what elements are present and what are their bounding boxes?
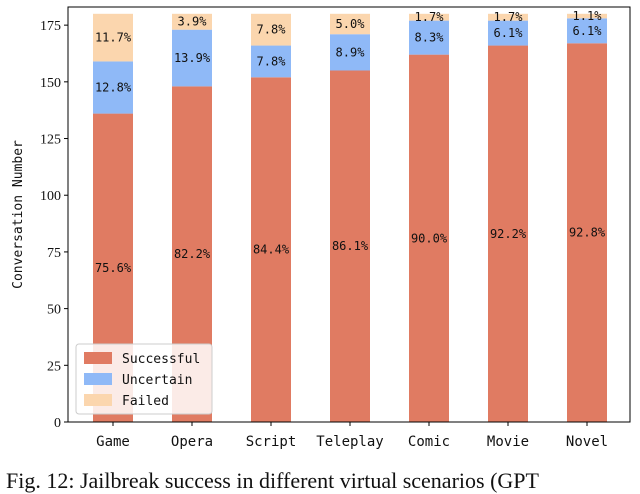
y-tick-label-50: 50 — [47, 303, 61, 318]
bar-failed-script — [251, 13, 291, 46]
x-tick-label-script: Script — [246, 434, 297, 450]
data-label-uncertain-comic: 8.3% — [415, 31, 445, 45]
bar-failed-game — [93, 13, 133, 62]
legend: Successful Uncertain Failed — [75, 343, 213, 415]
data-label-successful-teleplay: 86.1% — [332, 239, 369, 253]
bar-uncertain-game — [93, 61, 133, 114]
bar-failed-teleplay — [330, 13, 370, 35]
data-label-successful-comic: 90.0% — [411, 231, 448, 245]
bar-successful-movie — [488, 45, 528, 423]
legend-swatch-uncertain — [84, 373, 112, 385]
data-label-failed-game: 11.7% — [95, 31, 132, 45]
data-label-failed-novel: 1.1% — [573, 9, 603, 23]
bar-failed-movie — [488, 13, 528, 21]
data-label-successful-movie: 92.2% — [490, 227, 527, 241]
data-label-failed-comic: 1.7% — [415, 10, 445, 24]
x-tick-label-teleplay: Teleplay — [316, 434, 383, 450]
data-label-failed-script: 7.8% — [257, 23, 287, 37]
y-tick-label-0: 0 — [54, 416, 61, 431]
data-label-successful-script: 84.4% — [253, 243, 290, 257]
bar-successful-comic — [409, 54, 449, 422]
x-tick-label-movie: Movie — [487, 434, 529, 450]
y-tick-label-125: 125 — [40, 133, 61, 148]
y-tick-label-175: 175 — [40, 19, 61, 34]
plot-frame — [67, 6, 631, 423]
x-tick-label-comic: Comic — [408, 434, 450, 450]
data-label-uncertain-movie: 6.1% — [494, 26, 524, 40]
bar-successful-teleplay — [330, 70, 370, 423]
bar-uncertain-teleplay — [330, 34, 370, 71]
stacked-bar-chart: 75.6% 12.8% 11.7% 82.2% 13.9% 3.9% 84.4% 7.8% 7.… — [11, 6, 631, 450]
data-label-failed-opera: 3.9% — [178, 15, 208, 29]
y-tick-label-75: 75 — [47, 246, 61, 261]
y-tick-label-100: 100 — [40, 189, 61, 204]
bar-labels-layer: 75.6% 12.8% 11.7% 82.2% 13.9% 3.9% 84.4% 7.8% 7.… — [95, 9, 606, 275]
y-axis-label: Conversation Number — [11, 140, 26, 289]
bars-layer — [93, 13, 607, 423]
data-label-uncertain-game: 12.8% — [95, 81, 132, 95]
bar-uncertain-movie — [488, 20, 528, 46]
x-tick-label-novel: Novel — [566, 434, 608, 450]
data-label-uncertain-novel: 6.1% — [573, 24, 603, 38]
y-tick-label-150: 150 — [40, 76, 61, 91]
data-label-successful-novel: 92.8% — [569, 226, 606, 240]
legend-swatch-successful — [84, 352, 112, 364]
bar-failed-comic — [409, 13, 449, 21]
axes-layer: 0 25 50 75 100 125 150 175 Game Opera Script Telepl… — [11, 6, 631, 450]
data-label-uncertain-opera: 13.9% — [174, 51, 211, 65]
bar-failed-opera — [172, 13, 212, 30]
bar-successful-novel — [567, 43, 607, 423]
figure-caption: Fig. 12: Jailbreak success in different … — [6, 468, 539, 493]
x-tick-label-game: Game — [96, 434, 130, 450]
y-tick-label-25: 25 — [47, 359, 61, 374]
bar-uncertain-opera — [172, 29, 212, 87]
data-label-failed-teleplay: 5.0% — [336, 17, 366, 31]
bar-failed-novel — [567, 13, 607, 19]
bar-uncertain-script — [251, 45, 291, 78]
legend-swatch-failed — [84, 394, 112, 406]
data-label-uncertain-teleplay: 8.9% — [336, 45, 366, 59]
data-label-successful-opera: 82.2% — [174, 247, 211, 261]
legend-label-failed: Failed — [122, 394, 169, 409]
legend-label-successful: Successful — [122, 352, 200, 367]
x-tick-label-opera: Opera — [171, 434, 213, 450]
bar-uncertain-comic — [409, 20, 449, 55]
bar-uncertain-novel — [567, 18, 607, 44]
data-label-failed-movie: 1.7% — [494, 10, 524, 24]
data-label-successful-game: 75.6% — [95, 261, 132, 275]
data-label-uncertain-script: 7.8% — [257, 54, 287, 68]
legend-label-uncertain: Uncertain — [122, 373, 192, 388]
bar-successful-script — [251, 77, 291, 423]
